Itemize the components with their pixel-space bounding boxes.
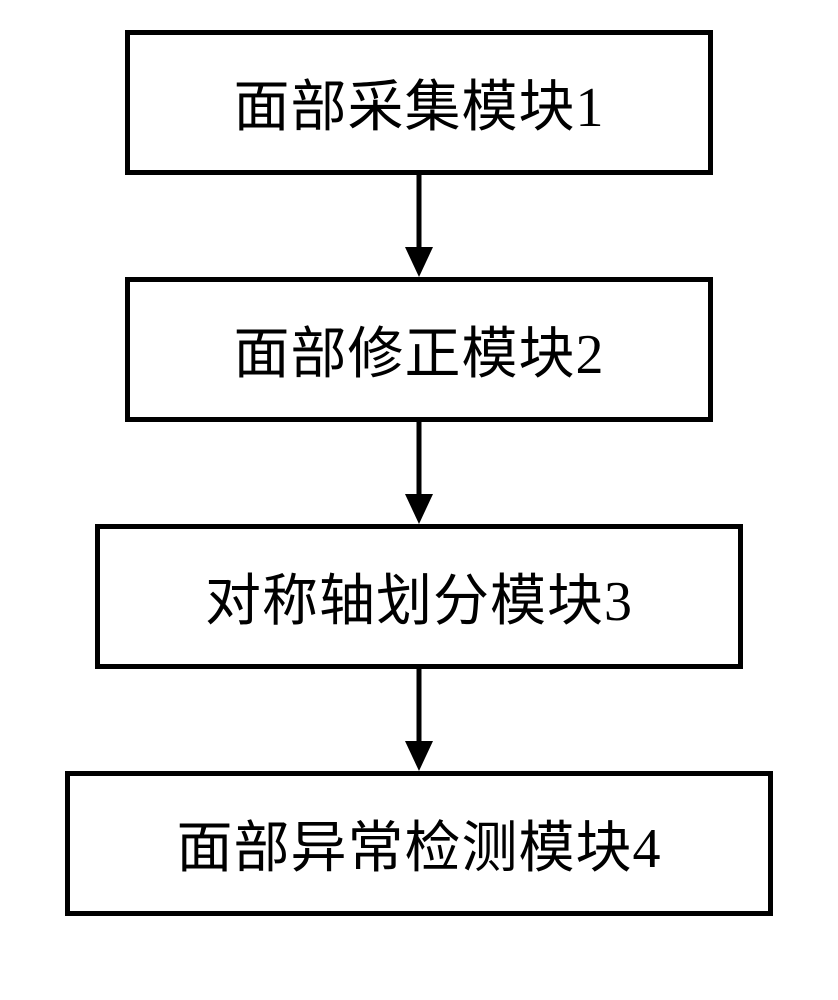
node-label: 对称轴划分模块3 <box>205 556 633 637</box>
node-label: 面部采集模块1 <box>234 62 605 143</box>
flowchart-canvas: 面部采集模块1 面部修正模块2 对称轴划分模块3 面部异常检测模块4 <box>0 0 838 1000</box>
flowchart-node-2: 面部修正模块2 <box>125 277 713 422</box>
node-label: 面部异常检测模块4 <box>177 803 662 884</box>
node-label: 面部修正模块2 <box>234 309 605 390</box>
flowchart-node-3: 对称轴划分模块3 <box>95 524 743 669</box>
flowchart-node-4: 面部异常检测模块4 <box>65 771 773 916</box>
flowchart-node-1: 面部采集模块1 <box>125 30 713 175</box>
